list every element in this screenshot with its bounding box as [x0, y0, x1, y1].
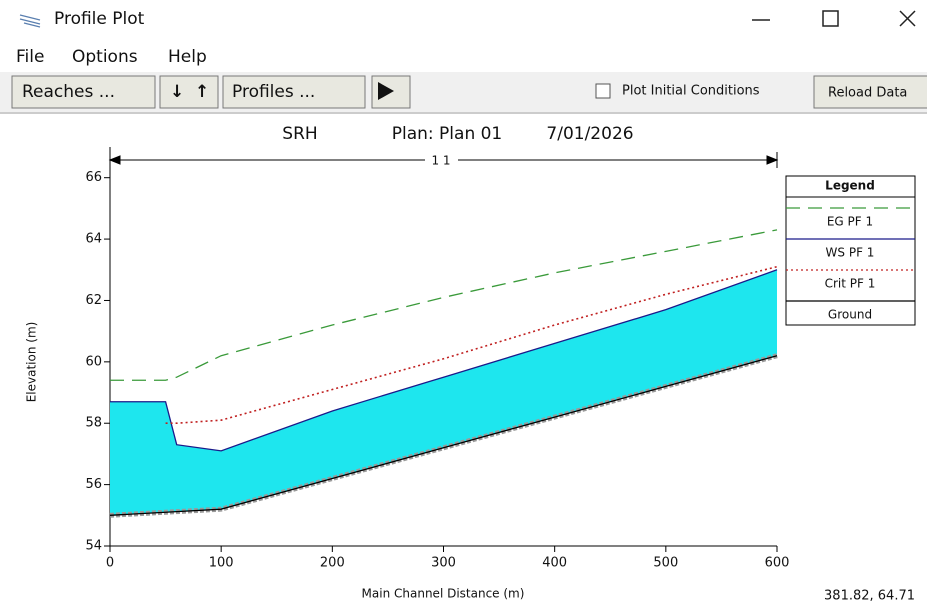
menu-item[interactable]: File: [16, 47, 44, 67]
y-tick-label: 66: [85, 170, 102, 185]
profiles-button[interactable]: [222, 75, 366, 109]
chart-date: 7/01/2026: [546, 124, 633, 144]
checkbox-label: Plot Initial Conditions: [622, 84, 760, 99]
order-button[interactable]: [159, 75, 219, 109]
reach-label: 1 1: [431, 154, 450, 168]
y-axis-label: Elevation (m): [25, 322, 39, 403]
series-line: [110, 269, 778, 452]
water-area: [110, 269, 777, 516]
close-button[interactable]: [899, 10, 916, 27]
profiles-button-label: Profiles ...: [232, 82, 315, 102]
chart-title: SRH: [282, 124, 317, 144]
x-tick-label: 500: [653, 556, 678, 571]
x-tick-label: 600: [765, 556, 790, 571]
series-line: [110, 229, 778, 381]
cursor-coordinates: 381.82, 64.71: [824, 589, 915, 604]
menu-item[interactable]: Help: [168, 47, 207, 67]
legend-label: EG PF 1: [827, 215, 873, 229]
window-title: Profile Plot: [54, 9, 145, 29]
maximize-button[interactable]: [822, 10, 839, 27]
legend-label: Ground: [828, 308, 872, 322]
up-arrow-icon: ↑: [195, 82, 209, 102]
x-tick-label: 200: [320, 556, 345, 571]
checkbox[interactable]: [595, 83, 611, 99]
y-tick-label: 60: [85, 354, 102, 369]
chart-plan: Plan: Plan 01: [392, 124, 503, 144]
reload-button-label: Reload Data: [828, 86, 907, 101]
reaches-button-label: Reaches ...: [22, 82, 115, 102]
y-tick-label: 62: [85, 293, 102, 308]
title-icon: [19, 14, 41, 28]
y-tick-label: 54: [85, 539, 102, 554]
x-tick-label: 0: [106, 556, 114, 571]
legend-label: Crit PF 1: [825, 277, 876, 291]
y-tick-label: 56: [85, 477, 102, 492]
play-icon: [378, 82, 394, 100]
legend-title: Legend: [825, 179, 875, 193]
series-line: [109, 355, 778, 516]
reach-extent: [108, 152, 779, 168]
menu-item[interactable]: Options: [72, 47, 138, 67]
x-tick-label: 300: [431, 556, 456, 571]
x-axis-label: Main Channel Distance (m): [362, 587, 525, 601]
down-arrow-icon: ↓: [170, 82, 184, 102]
y-tick-label: 58: [85, 416, 102, 431]
legend-label: WS PF 1: [826, 246, 875, 260]
reload-button[interactable]: [813, 75, 927, 109]
reaches-button[interactable]: [11, 75, 156, 109]
x-tick-label: 100: [209, 556, 234, 571]
x-tick-label: 400: [542, 556, 567, 571]
y-tick-label: 64: [85, 232, 102, 247]
legend-box: [785, 175, 916, 326]
